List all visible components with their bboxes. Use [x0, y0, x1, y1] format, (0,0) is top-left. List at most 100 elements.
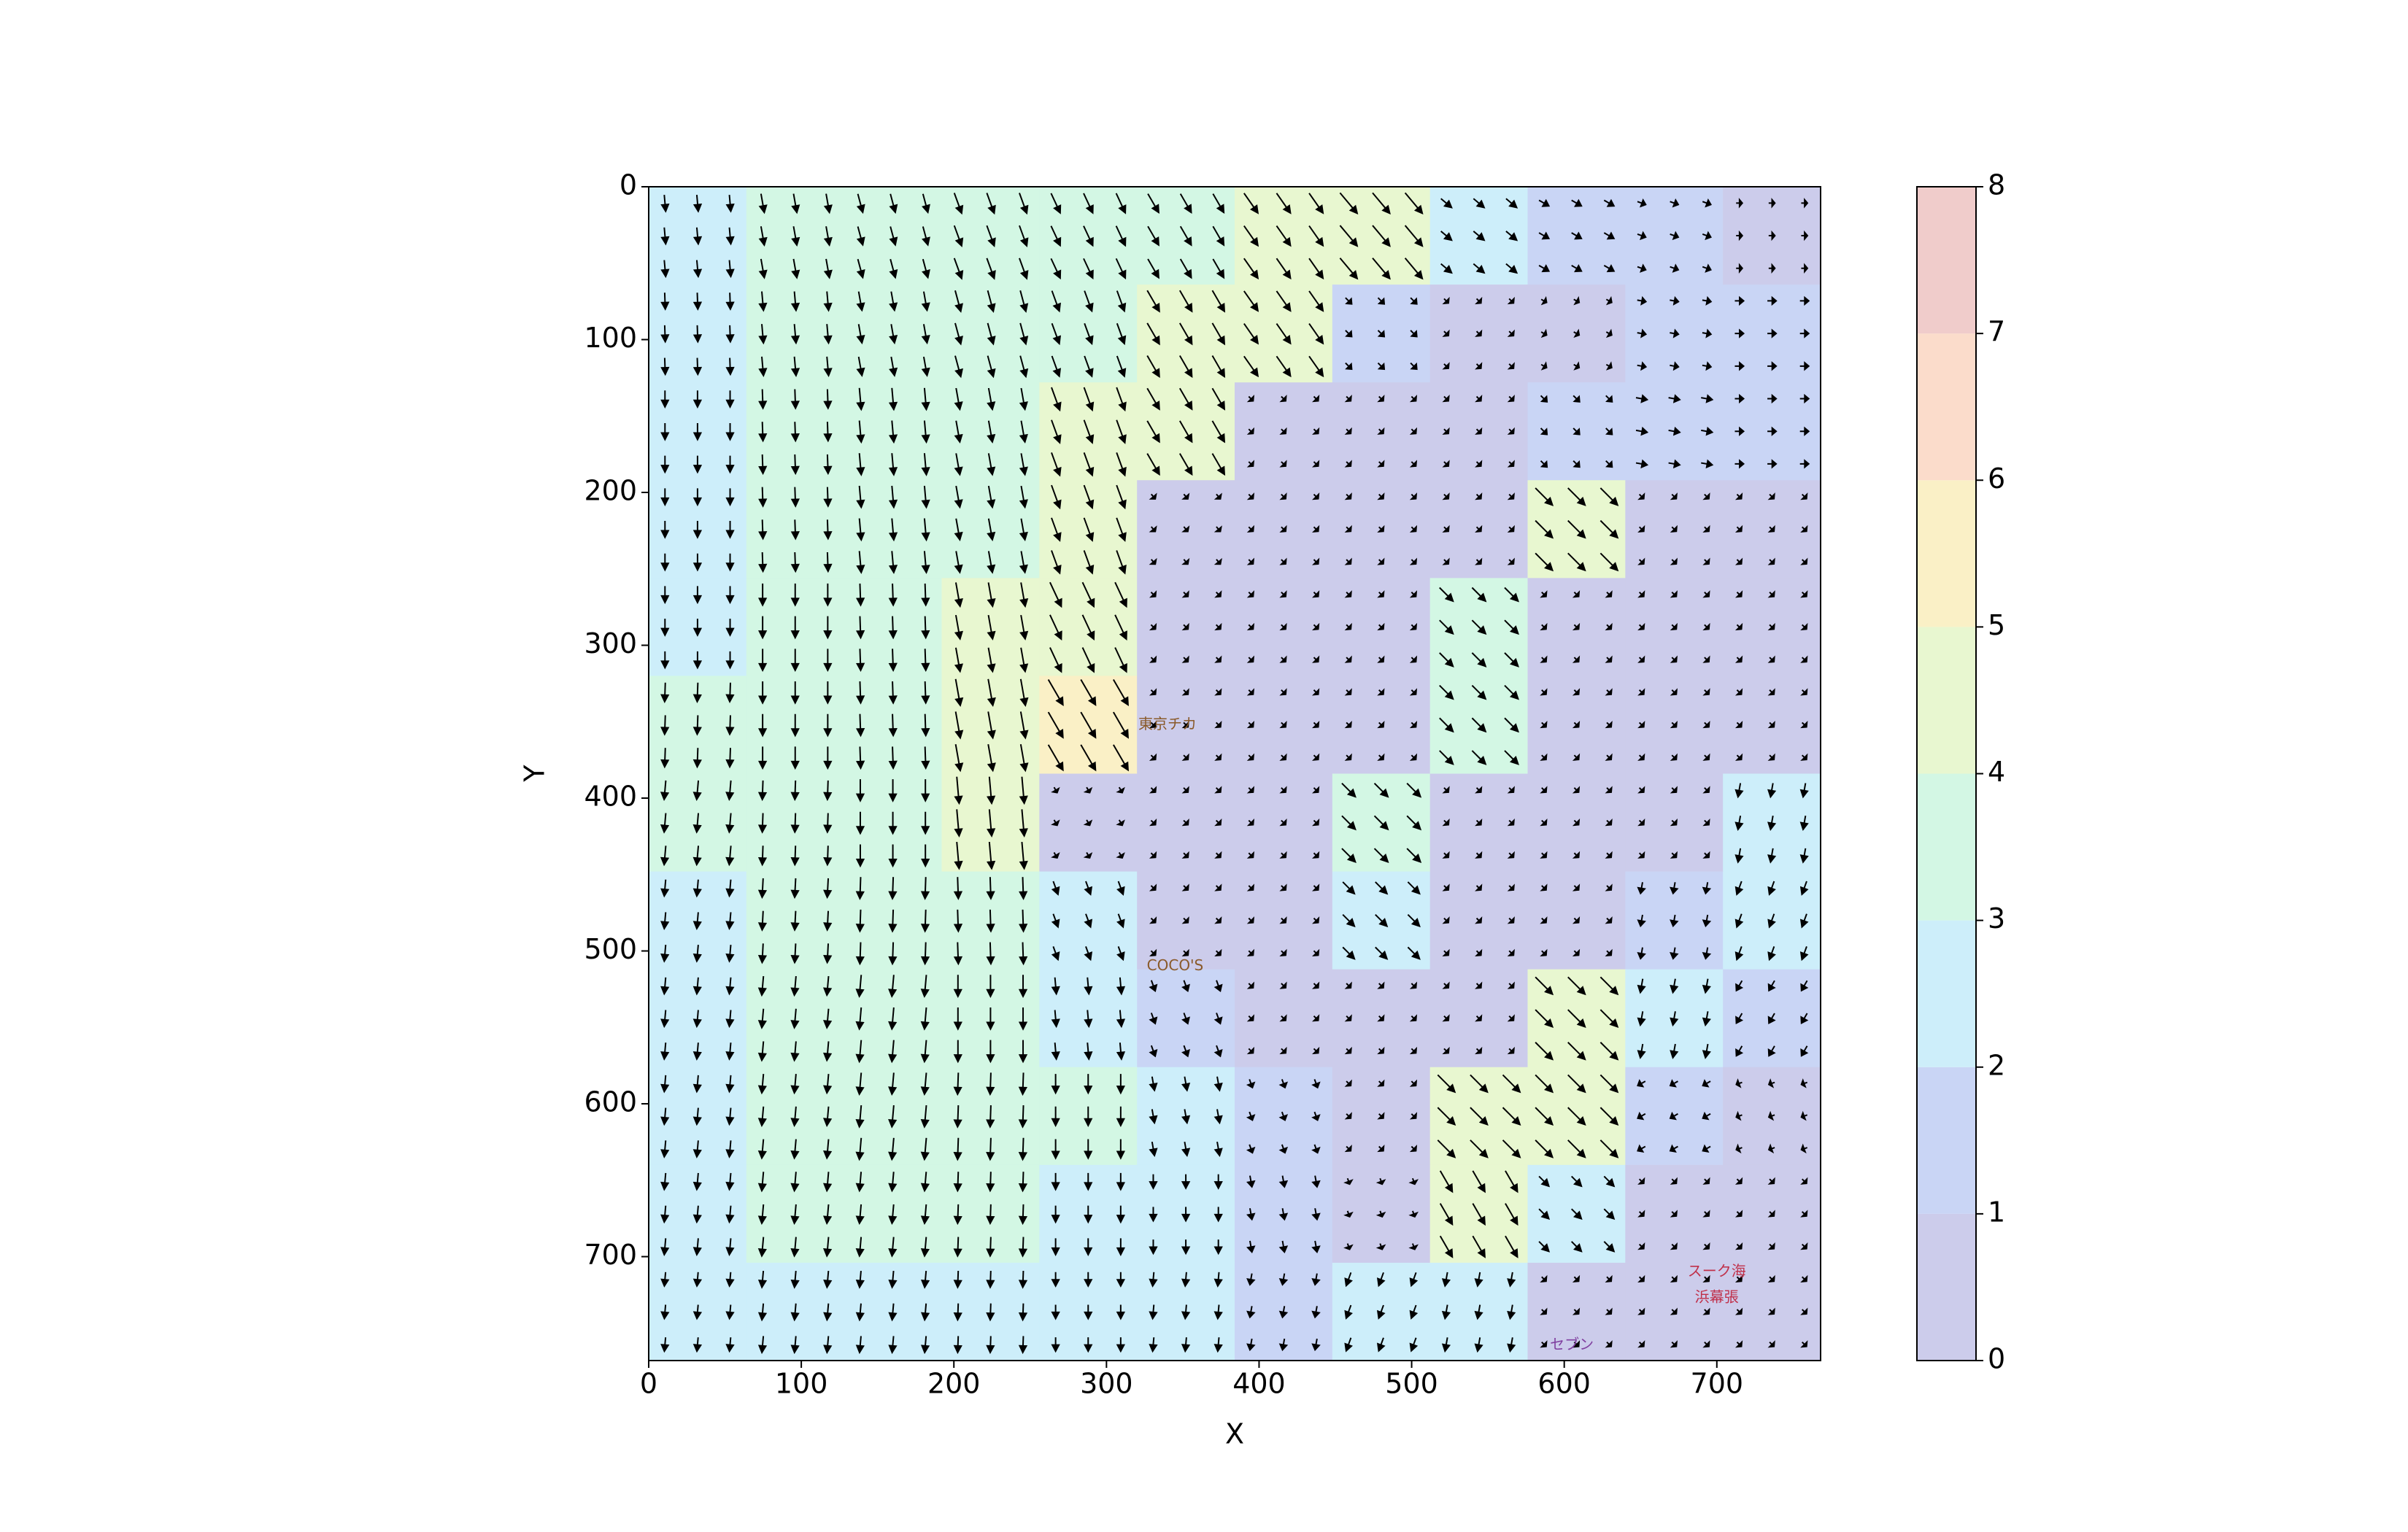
quiver-arrow [692, 357, 703, 376]
quiver-arrow [1377, 460, 1385, 468]
quiver-arrow [692, 227, 703, 246]
quiver-arrow [660, 619, 670, 637]
quiver-arrow [823, 681, 833, 705]
quiver-arrow [692, 1172, 702, 1191]
quiver-arrow [1246, 786, 1255, 794]
quiver-arrow [790, 1008, 800, 1029]
quiver-arrow [1246, 948, 1255, 957]
quiver-arrow [1214, 883, 1222, 891]
quiver-arrow [1670, 328, 1680, 338]
quiver-arrow [692, 1107, 702, 1126]
quiver-arrow [1147, 193, 1159, 214]
quiver-arrow [660, 357, 670, 376]
quiver-arrow [1599, 1009, 1619, 1028]
quiver-arrow [1246, 655, 1255, 663]
quiver-arrow [660, 1337, 670, 1353]
quiver-arrow [1214, 590, 1222, 598]
quiver-arrow [725, 325, 735, 344]
quiver-arrow [921, 485, 930, 509]
quiver-arrow [1767, 816, 1777, 832]
quiver-arrow [1019, 909, 1028, 933]
quiver-arrow [758, 193, 768, 214]
quiver-arrow [1406, 848, 1422, 864]
quiver-arrow [1279, 981, 1287, 989]
quiver-arrow [1442, 329, 1450, 337]
quiver-arrow [1734, 688, 1743, 696]
quiver-arrow [1800, 1045, 1809, 1057]
quiver-arrow [1181, 720, 1189, 729]
quiver-arrow [1112, 678, 1129, 707]
quiver-arrow [692, 455, 703, 474]
quiver-arrow [1181, 1304, 1191, 1320]
quiver-arrow [1373, 815, 1389, 831]
quiver-arrow [1246, 1111, 1256, 1121]
quiver-arrow [1538, 1208, 1551, 1220]
quiver-arrow [725, 586, 735, 605]
quiver-arrow [1146, 387, 1160, 411]
quiver-arrow [1019, 453, 1028, 476]
quiver-arrow [1147, 225, 1159, 247]
quiver-arrow [790, 910, 800, 932]
quiver-arrow [1572, 948, 1581, 957]
quiver-arrow [1603, 1241, 1616, 1253]
quiver-arrow [1084, 1172, 1093, 1191]
quiver-arrow [1702, 557, 1710, 565]
quiver-arrow [1474, 1337, 1483, 1353]
quiver-arrow [1475, 557, 1483, 565]
quiver-arrow [725, 1010, 735, 1029]
quiver-arrow [1800, 1013, 1809, 1025]
colorbar-level [1917, 920, 1976, 1067]
quiver-arrow [790, 1074, 800, 1095]
quiver-arrow [1701, 394, 1714, 403]
quiver-arrow [1149, 819, 1157, 827]
quiver-arrow [1181, 980, 1190, 993]
quiver-arrow [1474, 1304, 1483, 1320]
quiver-arrow [1246, 688, 1255, 696]
quiver-arrow [888, 1172, 898, 1193]
quiver-arrow [1214, 622, 1222, 631]
quiver-arrow [1800, 1242, 1808, 1250]
quiver-arrow [1605, 720, 1613, 729]
quiver-arrow [1019, 809, 1028, 837]
quiver-arrow [660, 455, 670, 474]
quiver-arrow [725, 846, 735, 867]
quiver-arrow [1605, 819, 1613, 827]
quiver-arrow [757, 1303, 768, 1322]
quiver-arrow [1116, 1172, 1125, 1191]
quiver-arrow [725, 1205, 735, 1224]
quiver-arrow [790, 975, 800, 997]
quiver-arrow [1702, 525, 1710, 533]
quiver-arrow [953, 1040, 962, 1064]
quiver-arrow [1507, 1014, 1515, 1022]
quiver-arrow [1736, 263, 1744, 274]
colorbar-tick-label: 5 [1988, 609, 2005, 641]
colorbar-tick-label: 1 [1988, 1196, 2005, 1228]
quiver-arrow [987, 711, 996, 740]
quiver-arrow [725, 1238, 735, 1257]
quiver-arrow [1571, 198, 1583, 207]
quiver-arrow [1735, 1013, 1744, 1025]
quiver-arrow [757, 1139, 767, 1160]
quiver-arrow [1211, 420, 1226, 444]
quiver-arrow [921, 291, 930, 312]
quiver-arrow [692, 1304, 703, 1320]
quiver-arrow [1116, 1010, 1126, 1029]
quiver-arrow [1181, 492, 1190, 500]
quiver-arrow [1599, 1042, 1619, 1061]
quiver-arrow [1084, 1238, 1093, 1257]
quiver-arrow [790, 552, 800, 573]
quiver-arrow [1799, 426, 1810, 436]
quiver-arrow [888, 975, 898, 998]
quiver-arrow [1734, 783, 1744, 799]
quiver-arrow [1341, 815, 1357, 831]
quiver-arrow [1670, 1210, 1678, 1218]
quiver-arrow [1051, 977, 1060, 996]
quiver-arrow [1734, 881, 1744, 896]
quiver-arrow [1572, 916, 1581, 924]
quiver-arrow [1081, 647, 1095, 673]
quiver-arrow [1018, 1172, 1028, 1193]
quiver-arrow [855, 779, 865, 802]
quiver-arrow [1084, 1106, 1093, 1128]
quiver-arrow [725, 422, 735, 441]
quiver-arrow [1377, 395, 1385, 403]
